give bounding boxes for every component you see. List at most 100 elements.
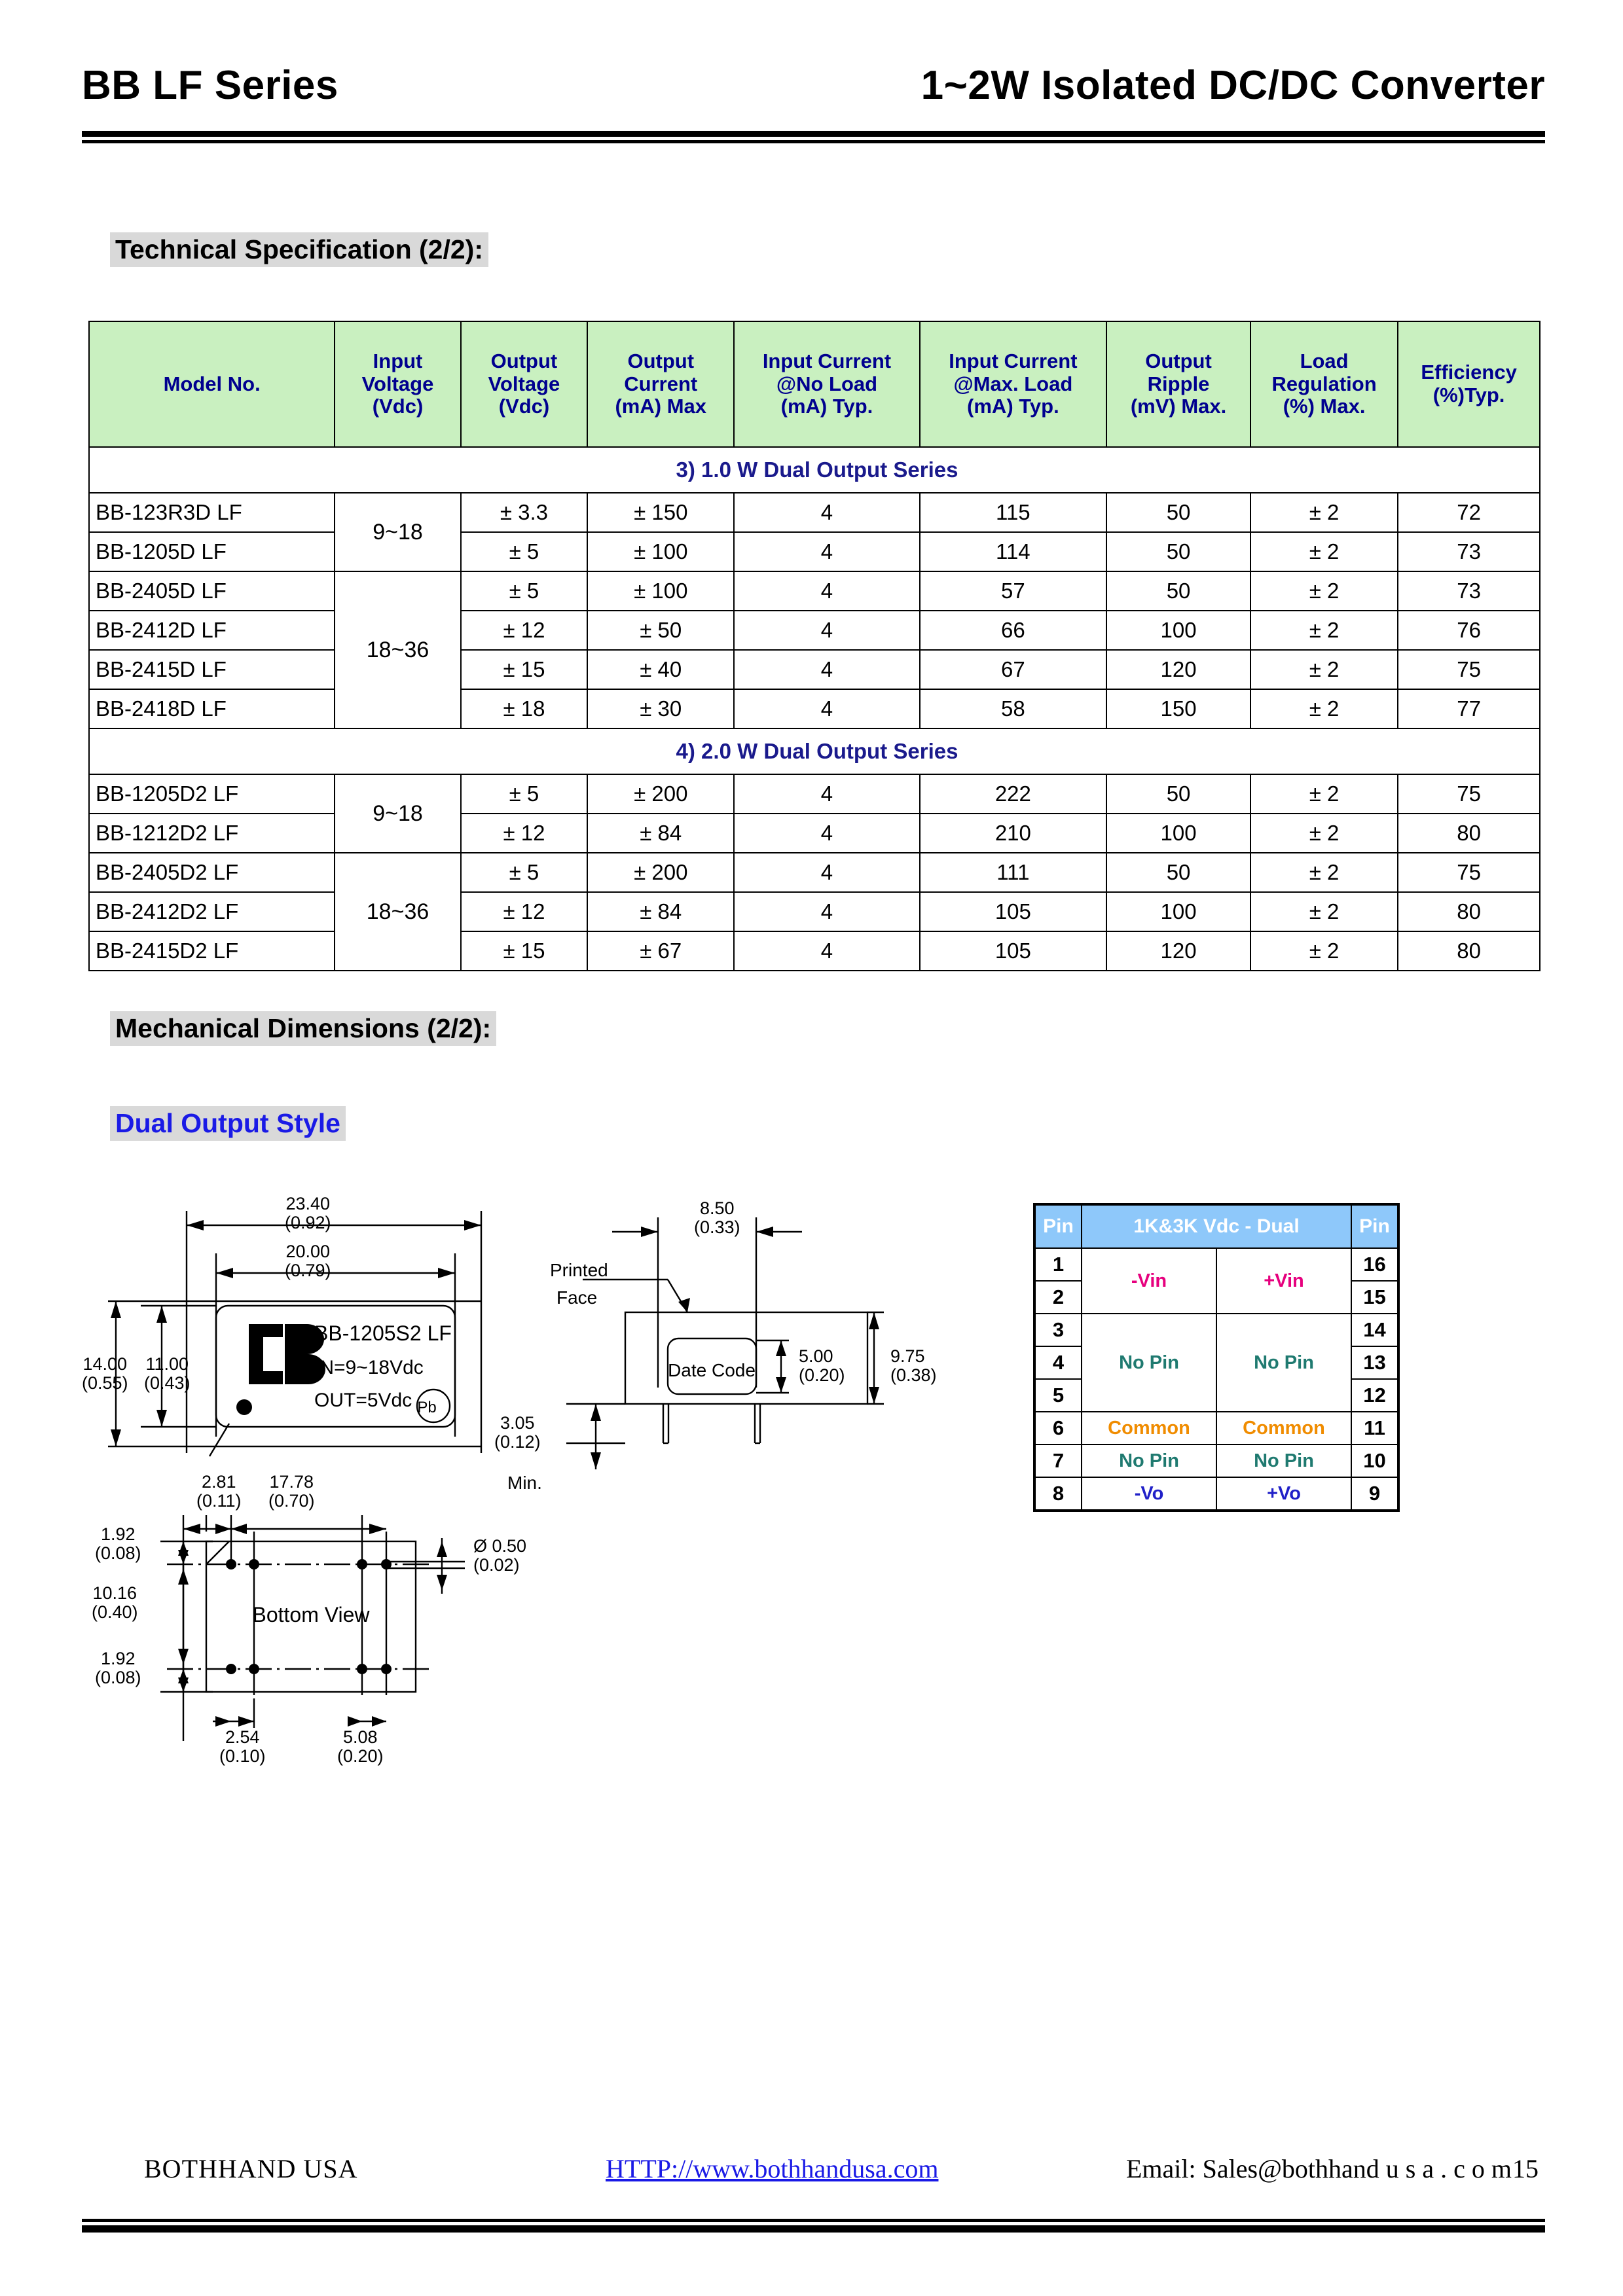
top-view-body-height-dim: 11.00 (0.43) (144, 1354, 191, 1393)
pin-signal-right: No Pin (1215, 1444, 1353, 1478)
page-header: BB LF Series 1~2W Isolated DC/DC Convert… (82, 62, 1545, 128)
bottom-view-dim-a: 2.81 (0.11) (196, 1472, 242, 1511)
spec-cell-i-noload: 4 (733, 649, 921, 690)
spec-cell-input-voltage: 9~18 (334, 774, 462, 853)
side-view-lead-dim: 3.05 (0.12) (494, 1413, 541, 1452)
pin-number-right: 9 (1351, 1477, 1400, 1511)
spec-cell-eff: 75 (1397, 649, 1541, 690)
top-view-width-dim: 23.40 (0.92) (285, 1194, 331, 1233)
spec-cell-i-noload: 4 (733, 891, 921, 932)
spec-cell-eff: 73 (1397, 571, 1541, 611)
spec-column-header-1: Input Voltage (Vdc) (334, 321, 462, 448)
spec-cell-vout: ± 12 (460, 813, 589, 853)
spec-cell-i-maxload: 67 (919, 649, 1108, 690)
spec-cell-model: BB-2415D2 LF (88, 931, 336, 971)
spec-cell-i-noload: 4 (733, 689, 921, 729)
pin-configuration-table: Pin 1K&3K Vdc - Dual Pin 1 -Vin +Vin 16 2 15 3… (1033, 1203, 1400, 1512)
spec-cell-vout: ± 5 (460, 531, 589, 572)
pin-table-header-row: Pin 1K&3K Vdc - Dual Pin (1034, 1204, 1400, 1249)
spec-cell-iout: ± 30 (587, 689, 735, 729)
top-view-height-dim: 14.00 (0.55) (82, 1354, 128, 1393)
pin-header-left: Pin (1034, 1204, 1082, 1249)
pin-header-right: Pin (1351, 1204, 1400, 1249)
pin-table-row: 4 13 (1034, 1346, 1400, 1380)
spec-cell-i-maxload: 57 (919, 571, 1108, 611)
spec-cell-i-maxload: 105 (919, 931, 1108, 971)
spec-cell-model: BB-2415D LF (88, 649, 336, 690)
spec-column-header-2: Output Voltage (Vdc) (460, 321, 589, 448)
spec-table-row: BB-2405D LF 18~36 ± 5 ± 100 4 57 50 ± 2 73 (88, 571, 1541, 729)
spec-cell-vout: ± 15 (460, 649, 589, 690)
spec-cell-iout: ± 150 (587, 492, 735, 533)
top-view-part-number: BB-1205S2 LF (314, 1321, 452, 1345)
bottom-view-label: Bottom View (252, 1603, 370, 1626)
bottom-view-dim-c: 1.92 (0.08) (95, 1524, 141, 1564)
spec-cell-model: BB-2405D2 LF (88, 852, 336, 893)
spec-cell-i-maxload: 114 (919, 531, 1108, 572)
spec-cell-iout: ± 100 (587, 531, 735, 572)
spec-cell-i-noload: 4 (733, 813, 921, 853)
spec-cell-vout: ± 5 (460, 571, 589, 611)
spec-cell-iout: ± 200 (587, 852, 735, 893)
spec-cell-ripple: 120 (1106, 649, 1251, 690)
spec-cell-vout: ± 3.3 (460, 492, 589, 533)
spec-cell-eff: 80 (1397, 813, 1541, 853)
spec-cell-iout: ± 40 (587, 649, 735, 690)
spec-cell-ripple: 50 (1106, 531, 1251, 572)
section-title-mechanical-dimensions: Mechanical Dimensions (2/2): (110, 1011, 497, 1046)
top-view-output-spec: OUT=5Vdc (314, 1390, 412, 1411)
footer-url-link[interactable]: HTTP://www.bothhandusa.com (606, 2154, 939, 2183)
spec-cell-i-noload: 4 (733, 531, 921, 572)
spec-cell-i-maxload: 105 (919, 891, 1108, 932)
spec-cell-input-voltage: 18~36 (334, 571, 462, 729)
spec-cell-ripple: 50 (1106, 774, 1251, 814)
spec-cell-i-maxload: 58 (919, 689, 1108, 729)
spec-cell-eff: 75 (1397, 852, 1541, 893)
pin-signal-left: -Vin (1081, 1247, 1217, 1314)
spec-cell-iout: ± 100 (587, 571, 735, 611)
spec-column-header-0: Model No. (88, 321, 336, 448)
spec-column-header-3: Output Current (mA) Max (587, 321, 735, 448)
spec-table-row: BB-2418D LF ± 18 ± 30 4 58 150 ± 2 77 (88, 689, 1541, 729)
printed-face-label-line2: Face (556, 1287, 598, 1308)
spec-cell-i-maxload: 111 (919, 852, 1108, 893)
pin-number-right: 14 (1351, 1313, 1400, 1347)
side-view-datecode-dim: 5.00 (0.20) (799, 1346, 845, 1386)
pin-signal-right: Common (1215, 1411, 1353, 1445)
spec-cell-i-maxload: 115 (919, 492, 1108, 533)
specification-table: Model No. Input Voltage (Vdc) Output Voltage(… (88, 321, 1541, 971)
spec-column-header-6: Output Ripple (mV) Max. (1106, 321, 1251, 448)
bottom-view-dim-b: 17.78 (0.70) (268, 1472, 315, 1511)
spec-table-row: BB-1212D2 LF ± 12 ± 84 4 210 100 ± 2 80 (88, 813, 1541, 853)
footer-email: Email: Sales@bothhand u s a . c o m (1126, 2154, 1512, 2183)
side-view-lead-note: Min. (507, 1473, 542, 1493)
spec-column-header-7: Load Regulation (%) Max. (1249, 321, 1399, 448)
spec-cell-ripple: 50 (1106, 852, 1251, 893)
spec-cell-vout: ± 15 (460, 931, 589, 971)
spec-table-row: BB-1205D2 LF 9~18 ± 5 ± 200 4 222 50 ± 2 75 (88, 774, 1541, 853)
spec-cell-vout: ± 18 (460, 689, 589, 729)
pin-number-right: 16 (1351, 1247, 1400, 1282)
spec-table-row: BB-2405D2 LF 18~36 ± 5 ± 200 4 111 50 ± 2 75 (88, 852, 1541, 971)
spec-table-row: BB-123R3D LF 9~18 ± 3.3 ± 150 4 115 50 ± 2 72 (88, 492, 1541, 572)
pin-number-right: 10 (1351, 1444, 1400, 1478)
spec-cell-eff: 80 (1397, 931, 1541, 971)
top-view-inner-width-dim: 20.00 (0.79) (285, 1242, 331, 1281)
spec-cell-i-noload: 4 (733, 610, 921, 651)
spec-cell-i-noload: 4 (733, 852, 921, 893)
spec-group-header-row: 4) 2.0 W Dual Output Series (88, 728, 1541, 775)
spec-cell-model: BB-1205D LF (88, 531, 336, 572)
pin-table-row: 2 15 (1034, 1280, 1400, 1314)
spec-table-header-row: Model No. Input Voltage (Vdc) Output Voltage(… (88, 321, 1541, 448)
spec-column-header-4: Input Current @No Load (mA) Typ. (733, 321, 921, 448)
spec-cell-i-noload: 4 (733, 492, 921, 533)
section-title-technical-specification: Technical Specification (2/2): (110, 232, 488, 267)
spec-cell-i-maxload: 210 (919, 813, 1108, 853)
spec-cell-load-reg: ± 2 (1249, 813, 1399, 853)
spec-cell-model: BB-1212D2 LF (88, 813, 336, 853)
spec-cell-iout: ± 84 (587, 891, 735, 932)
spec-cell-vout: ± 5 (460, 852, 589, 893)
pin-number-left: 4 (1034, 1346, 1082, 1380)
spec-cell-load-reg: ± 2 (1249, 852, 1399, 893)
